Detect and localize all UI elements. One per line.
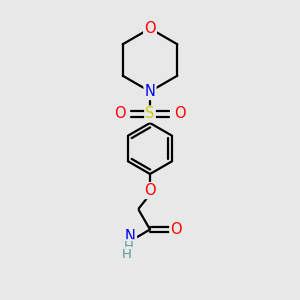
Text: O: O <box>144 183 156 198</box>
Text: H: H <box>122 248 132 261</box>
Text: O: O <box>174 106 186 122</box>
Text: N: N <box>145 84 155 99</box>
Text: S: S <box>145 106 155 122</box>
Text: O: O <box>170 222 182 237</box>
Text: O: O <box>114 106 126 122</box>
Text: O: O <box>144 21 156 36</box>
Text: H: H <box>124 240 134 253</box>
Text: N: N <box>125 229 136 244</box>
